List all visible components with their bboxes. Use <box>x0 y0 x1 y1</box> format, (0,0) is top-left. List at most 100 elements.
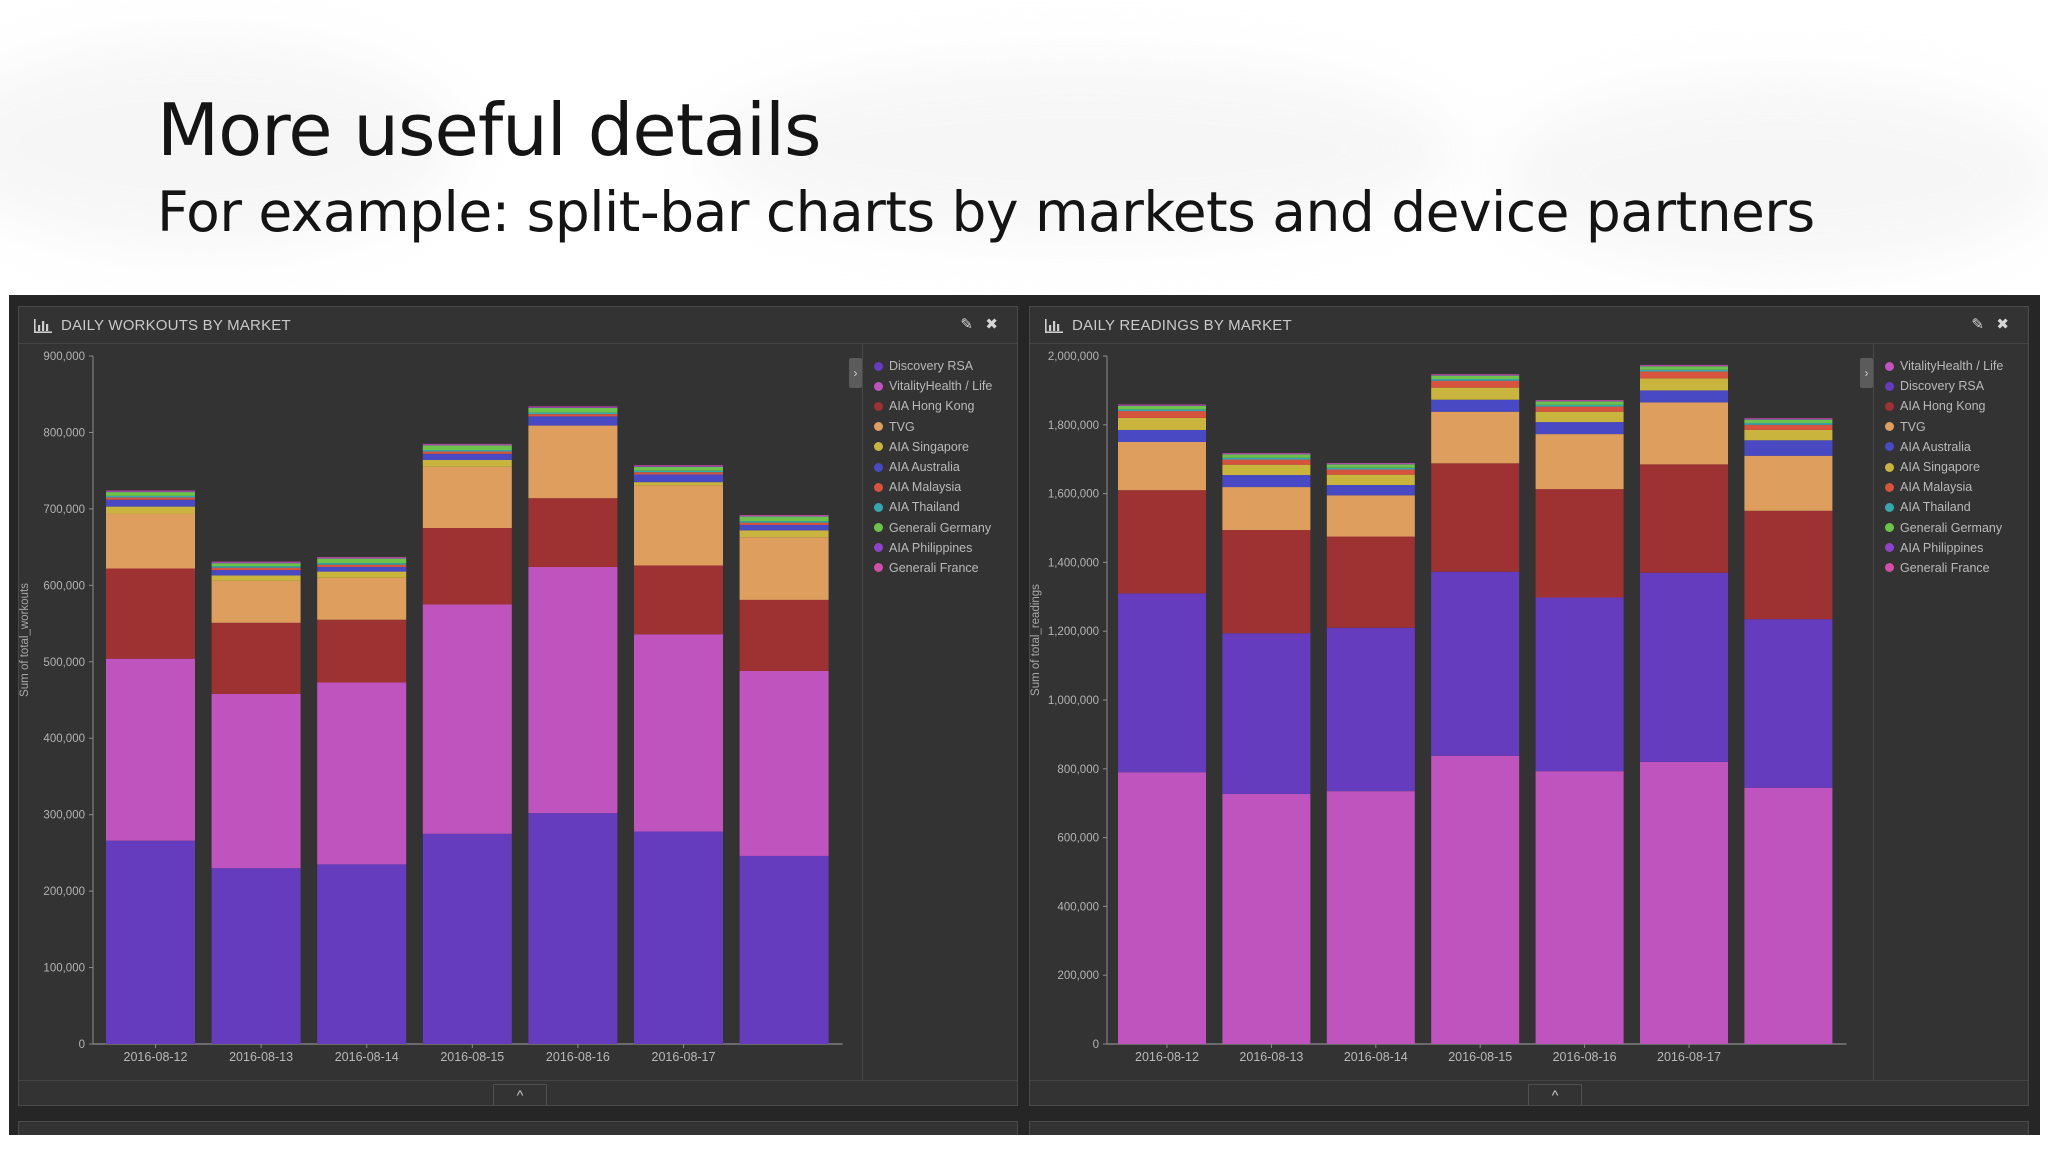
bar-segment <box>1431 374 1520 375</box>
legend-item[interactable]: Generali Germany <box>1885 518 2003 538</box>
bar-segment <box>1222 453 1311 455</box>
close-icon[interactable]: ✖ <box>1996 316 2009 333</box>
legend-item[interactable]: VitalityHealth / Life <box>1885 356 2003 376</box>
slide-subtitle: For example: split-bar charts by markets… <box>157 180 1815 244</box>
legend-label: Discovery RSA <box>889 359 974 374</box>
bar-segment <box>528 813 618 1044</box>
bar-chart-icon <box>34 319 52 333</box>
legend-item[interactable]: AIA Hong Kong <box>1885 396 2003 416</box>
legend-swatch <box>874 401 883 411</box>
legend-item[interactable]: VitalityHealth / Life <box>874 376 992 396</box>
legend-item[interactable]: TVG <box>1885 417 2003 437</box>
bar-segment <box>1118 405 1206 410</box>
legend-label: AIA Australia <box>1900 439 1971 454</box>
bar-segment <box>106 506 195 514</box>
y-tick-label: 1,400,000 <box>1048 557 1099 569</box>
legend-item[interactable]: Discovery RSA <box>1885 376 2003 396</box>
bar-segment <box>422 445 512 451</box>
x-tick-label: 2016-08-13 <box>1239 1050 1303 1064</box>
bar-segment <box>1744 619 1833 788</box>
bar-segment <box>528 425 618 499</box>
y-tick-label: 1,200,000 <box>1048 626 1099 638</box>
bar-segment <box>422 459 512 467</box>
legend-toggle-button[interactable]: › <box>849 358 862 388</box>
bar-segment <box>317 682 407 865</box>
bar-segment <box>106 495 195 498</box>
y-tick-label: 600,000 <box>43 580 85 592</box>
legend-toggle-button[interactable]: › <box>1860 358 1873 388</box>
collapse-button[interactable]: ^ <box>493 1084 547 1105</box>
legend-item[interactable]: AIA Thailand <box>1885 497 2003 517</box>
pencil-icon[interactable]: ✎ <box>960 316 973 333</box>
legend-swatch <box>874 381 883 391</box>
legend-item[interactable]: AIA Philippines <box>1885 538 2003 558</box>
legend-item[interactable]: Generali France <box>1885 558 2003 578</box>
legend-swatch <box>874 563 883 573</box>
legend-item[interactable]: AIA Australia <box>1885 437 2003 457</box>
legend-item[interactable]: AIA Singapore <box>1885 457 2003 477</box>
panel-title: DAILY READINGS BY MARKET <box>1072 317 1292 334</box>
bar-segment <box>1431 379 1520 381</box>
bar-segment <box>422 528 512 605</box>
y-axis-label: Sum of total_readings <box>1030 584 1042 696</box>
bar-segment <box>106 658 195 841</box>
bar-segment <box>1326 474 1415 485</box>
y-tick-label: 700,000 <box>43 504 85 516</box>
x-tick-label: 2016-08-17 <box>652 1050 716 1064</box>
x-tick-label: 2016-08-14 <box>335 1050 399 1064</box>
x-tick-label: 2016-08-15 <box>1448 1050 1512 1064</box>
legend-item[interactable]: AIA Thailand <box>874 497 992 517</box>
bar-segment <box>739 522 829 525</box>
bar-segment <box>106 497 195 500</box>
stacked-bar-chart-readings: 0 200,000 400,000 600,000 800,000 1,000,000 1,… <box>1030 351 1847 1071</box>
legend-item[interactable]: AIA Australia <box>874 457 992 477</box>
legend-item[interactable]: AIA Malaysia <box>1885 477 2003 497</box>
bar-segment <box>1431 380 1520 388</box>
x-tick-label: 2016-08-15 <box>440 1050 504 1064</box>
bar-segment <box>528 414 618 417</box>
bar-segment <box>422 450 512 452</box>
legend-swatch <box>874 462 883 472</box>
x-tick-label: 2016-08-12 <box>1135 1050 1199 1064</box>
y-tick-label: 2,000,000 <box>1048 351 1099 363</box>
bar-segment <box>1535 489 1624 598</box>
legend-item[interactable]: AIA Malaysia <box>874 477 992 497</box>
legend-label: AIA Philippines <box>889 540 973 555</box>
legend-item[interactable]: AIA Singapore <box>874 437 992 457</box>
bar-segment <box>1222 793 1311 1044</box>
slide-title: More useful details <box>157 88 822 172</box>
bar-segment <box>1535 422 1624 435</box>
bar-segment <box>1535 404 1624 407</box>
legend-item[interactable]: Generali Germany <box>874 518 992 538</box>
pencil-icon[interactable]: ✎ <box>1971 316 1984 333</box>
legend-swatch <box>1885 422 1894 432</box>
y-tick-label: 800,000 <box>1057 764 1099 776</box>
legend-swatch <box>1885 563 1894 573</box>
bar-segment <box>1640 371 1728 379</box>
legend-item[interactable]: TVG <box>874 417 992 437</box>
legend-item[interactable]: Generali France <box>874 558 992 578</box>
bar-segment <box>317 619 407 683</box>
legend-item[interactable]: Discovery RSA <box>874 356 992 376</box>
legend-label: AIA Australia <box>889 460 960 475</box>
legend-swatch <box>1885 482 1894 492</box>
collapse-button[interactable]: ^ <box>1528 1084 1582 1105</box>
bar-segment <box>1118 405 1206 406</box>
x-tick-label: 2016-08-16 <box>546 1050 610 1064</box>
bar-segment <box>1744 510 1833 620</box>
legend-item[interactable]: AIA Hong Kong <box>874 396 992 416</box>
bar-segment <box>1118 404 1206 406</box>
close-icon[interactable]: ✖ <box>985 316 998 333</box>
bar-segment <box>1118 442 1206 491</box>
x-tick-label: 2016-08-16 <box>1553 1050 1617 1064</box>
bar-segment <box>1222 454 1311 458</box>
legend-swatch <box>874 482 883 492</box>
bar-segment <box>1326 495 1415 537</box>
bar-segment <box>422 466 512 528</box>
legend-swatch <box>874 442 883 452</box>
bar-segment <box>739 521 829 523</box>
chart-legend: Discovery RSA VitalityHealth / Life AIA Ho… <box>874 356 992 578</box>
legend-item[interactable]: AIA Philippines <box>874 538 992 558</box>
bar-segment <box>739 537 829 600</box>
next-panel-partial <box>18 1121 1018 1135</box>
